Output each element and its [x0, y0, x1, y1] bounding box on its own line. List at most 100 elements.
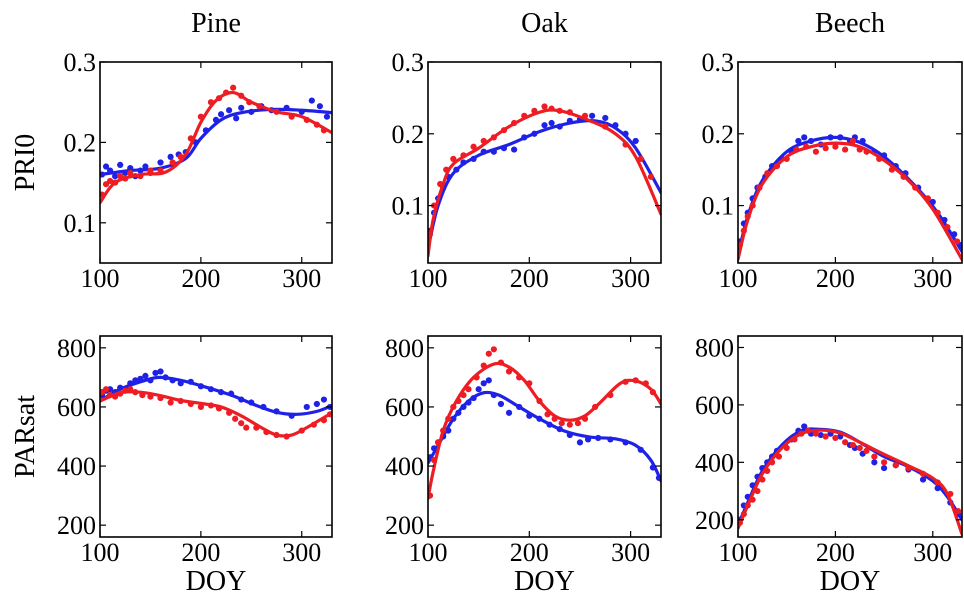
- fit-line: [100, 107, 332, 177]
- x-tick-label: 100: [409, 264, 448, 293]
- x-tick-label: 300: [913, 538, 952, 567]
- fit-line: [738, 428, 962, 536]
- series-blue: [428, 112, 661, 251]
- x-tick-label: 300: [282, 538, 321, 567]
- data-point: [217, 111, 225, 118]
- fit-line: [738, 141, 962, 262]
- data-point: [849, 442, 857, 449]
- data-point: [801, 134, 808, 141]
- data-point: [490, 346, 497, 353]
- x-tick-label: 200: [510, 538, 549, 567]
- series-blue: [100, 97, 332, 180]
- data-point: [822, 433, 829, 440]
- y-tick-label: 0.1: [392, 192, 425, 221]
- axes-frame: [99, 335, 333, 538]
- panel-oak-pri0: 100 200 300 0.1 0.2 0.3 Oak: [392, 8, 662, 293]
- x-tick-label: 100: [719, 538, 758, 567]
- data-point: [485, 350, 492, 357]
- data-point: [812, 148, 820, 155]
- data-point: [574, 420, 582, 427]
- series-blue: [738, 134, 962, 258]
- data-point: [832, 143, 839, 150]
- x-tick-label: 300: [282, 264, 321, 293]
- series-red: [428, 103, 661, 258]
- data-point: [497, 400, 505, 408]
- y-tick-label: 800: [695, 333, 734, 362]
- axes-frame: [737, 335, 963, 538]
- data-point: [475, 386, 482, 393]
- plot-area: [100, 368, 332, 440]
- fit-line: [100, 390, 332, 438]
- x-tick-label: 100: [409, 538, 448, 567]
- series-red: [100, 386, 332, 440]
- axes-frame: [99, 61, 333, 264]
- data-point: [954, 238, 961, 245]
- data-point: [817, 431, 824, 439]
- data-point: [117, 161, 124, 169]
- data-point: [323, 113, 331, 120]
- axes-frame: [427, 61, 662, 264]
- series-red: [738, 137, 962, 262]
- x-axis-label: DOY: [820, 566, 881, 597]
- data-point: [505, 368, 513, 375]
- y-tick-label: 400: [695, 448, 734, 477]
- plot-area: [428, 103, 661, 258]
- y-tick-label: 800: [385, 334, 424, 363]
- data-point: [955, 508, 962, 515]
- fit-line: [428, 118, 661, 251]
- data-point: [480, 380, 487, 387]
- y-tick-label: 0.2: [392, 120, 425, 149]
- data-point: [450, 155, 457, 163]
- data-point: [112, 173, 119, 180]
- data-point: [632, 137, 639, 145]
- data-point: [243, 424, 250, 431]
- y-tick-label: 200: [695, 506, 734, 535]
- data-point: [795, 137, 802, 145]
- data-point: [541, 122, 548, 129]
- data-point: [102, 386, 110, 393]
- x-tick-label: 300: [913, 264, 952, 293]
- x-axis-label: DOY: [186, 566, 247, 597]
- data-point: [589, 112, 596, 119]
- data-point: [320, 396, 328, 403]
- data-point: [230, 84, 237, 91]
- data-point: [832, 434, 839, 442]
- data-point: [157, 368, 164, 375]
- data-point: [880, 459, 888, 466]
- data-point: [167, 399, 174, 406]
- fit-line: [428, 108, 661, 258]
- data-point: [919, 476, 927, 483]
- x-tick-label: 200: [181, 538, 220, 567]
- fit-line: [428, 361, 661, 501]
- y-tick-label: 0.1: [64, 209, 97, 238]
- data-point: [232, 415, 239, 422]
- data-point: [316, 103, 323, 110]
- series-red: [428, 346, 661, 501]
- data-point: [238, 104, 245, 111]
- y-tick-label: 200: [385, 511, 424, 540]
- y-tick-label: 400: [57, 452, 96, 481]
- plot-area: [738, 134, 962, 262]
- data-point: [152, 369, 159, 377]
- data-point: [147, 167, 154, 174]
- fit-line: [100, 90, 332, 205]
- data-point: [548, 119, 555, 127]
- series-blue: [100, 368, 332, 419]
- y-axis-label: PRI0: [10, 134, 41, 192]
- data-point: [880, 464, 888, 472]
- data-point: [226, 107, 233, 114]
- y-tick-label: 600: [385, 393, 424, 422]
- plot-area: [100, 84, 332, 205]
- axes-frame: [427, 335, 662, 538]
- y-tick-label: 600: [57, 393, 96, 422]
- data-point: [470, 143, 477, 150]
- series-red: [738, 427, 962, 536]
- y-tick-label: 400: [385, 452, 424, 481]
- data-point: [233, 115, 240, 122]
- y-tick-label: 600: [695, 391, 734, 420]
- y-axis-label: PARsat: [10, 395, 41, 478]
- data-point: [647, 173, 654, 180]
